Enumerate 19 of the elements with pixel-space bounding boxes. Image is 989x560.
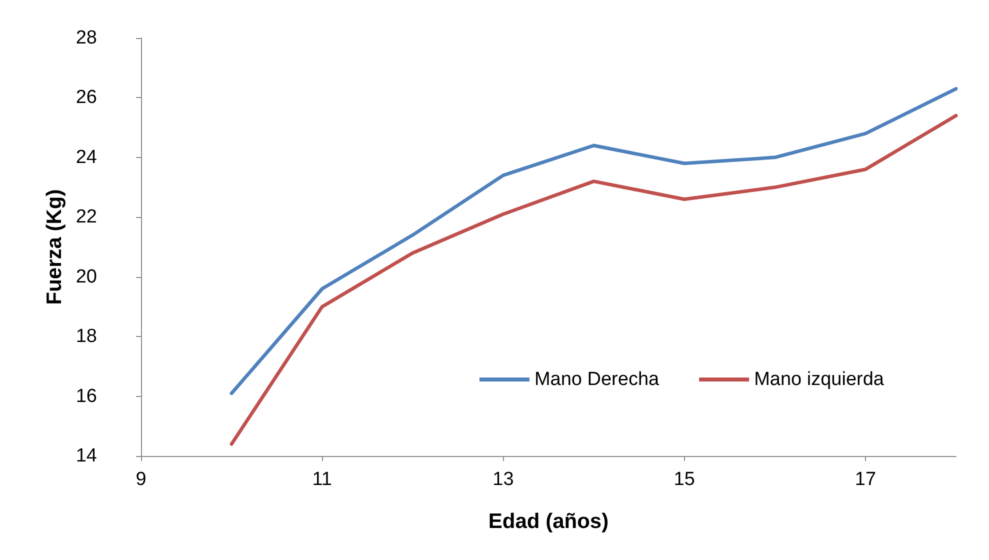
y-tick-label: 26 [76, 87, 97, 108]
y-tick-label: 20 [76, 266, 97, 288]
y-tick-label: 22 [76, 206, 97, 228]
x-tick-label: 9 [136, 469, 146, 490]
line-series [230, 87, 958, 396]
x-tick-label: 13 [492, 469, 514, 490]
legend-label: Mano izquierda [754, 369, 884, 390]
y-tick-label: 14 [76, 446, 98, 466]
x-axis-title: Edad (años) [488, 510, 609, 533]
legend-label: Mano Derecha [534, 369, 660, 390]
line-series [230, 114, 958, 446]
x-tick-label: 11 [312, 469, 332, 490]
y-axis-title: Fuerza (Kg) [42, 189, 66, 305]
y-tick-label: 28 [76, 28, 97, 48]
y-tick-label: 24 [76, 146, 98, 168]
x-tick-label: 17 [854, 469, 876, 490]
x-tick-label: 15 [674, 469, 695, 490]
y-tick-label: 16 [76, 386, 97, 407]
y-tick-label: 18 [76, 326, 97, 348]
